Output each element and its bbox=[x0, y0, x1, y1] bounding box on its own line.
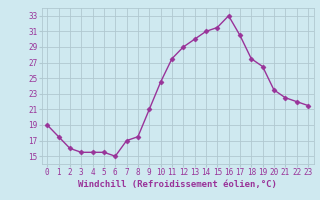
X-axis label: Windchill (Refroidissement éolien,°C): Windchill (Refroidissement éolien,°C) bbox=[78, 180, 277, 189]
